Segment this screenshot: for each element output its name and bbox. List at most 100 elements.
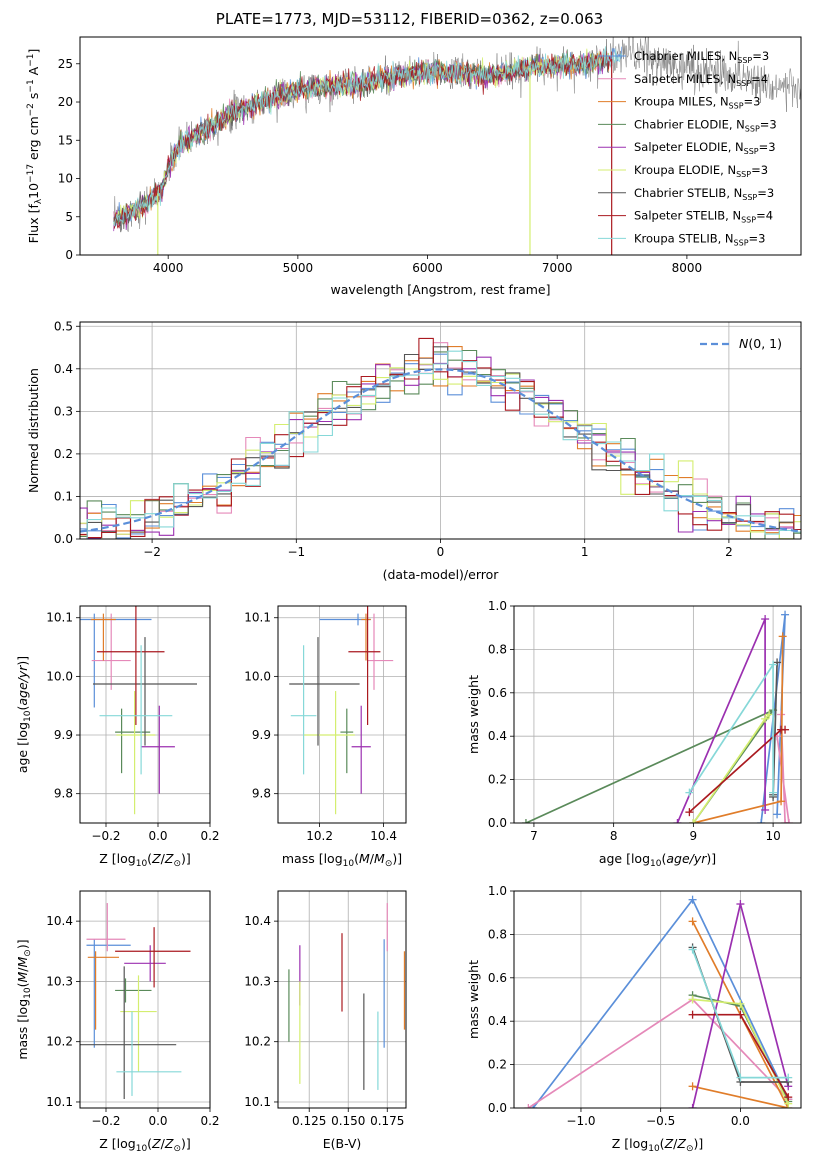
y-tick-label: 25 <box>58 57 73 71</box>
plot-area <box>524 895 793 1108</box>
plot-area <box>113 37 801 255</box>
errorbar-chabrier_miles <box>80 613 152 708</box>
y-tick-label: 0.3 <box>54 404 73 418</box>
y-tick-label: 9.8 <box>252 787 271 801</box>
y-tick-label: 0.0 <box>488 816 507 830</box>
y-tick-label: 0.8 <box>488 927 507 941</box>
x-tick-label: 7000 <box>542 261 573 275</box>
errorbar-kroupa_miles <box>87 951 119 1030</box>
plot-area <box>80 337 801 539</box>
y-tick-label: 10.2 <box>46 1035 73 1049</box>
x-tick-label: 0.175 <box>370 1114 404 1128</box>
y-axis-label: mass weight <box>466 960 481 1039</box>
x-tick-label: −1.0 <box>566 1114 595 1128</box>
y-tick-label: 0.8 <box>488 642 507 656</box>
errorbar-salpeter_elodie <box>141 705 175 794</box>
y-tick-label: 10.1 <box>244 611 271 625</box>
residual-histogram-kroupa_elodie <box>80 363 801 539</box>
axes-frame <box>79 890 211 1109</box>
x-axis-label: mass [log10(M/M⊙)] <box>282 851 402 869</box>
y-tick-label: 10.2 <box>244 1035 271 1049</box>
axes-frame <box>277 605 407 824</box>
spectrum-legend: Chabrier MILES, NSSP=3 Salpeter MILES, NS… <box>598 49 777 247</box>
gaussian-curve <box>80 368 801 533</box>
y-tick-label: 10.1 <box>46 611 73 625</box>
y-tick-label: 0.2 <box>54 447 73 461</box>
plot-area <box>80 903 191 1099</box>
panel-mass_vs_z: −0.2 0.0 0.2 10.1 10.2 10.3 10.4 Z [log10(Z/Z⊙)… <box>15 890 220 1154</box>
errorbar-salpeter_stelib <box>115 927 191 988</box>
y-tick-label: 10.1 <box>46 1095 73 1109</box>
y-tick-label: 10.0 <box>46 669 73 683</box>
panel-spectrum: 4000 5000 6000 7000 8000 0 5 10 15 20 25 wavelength… <box>26 36 802 297</box>
x-tick-label: 10.4 <box>370 829 397 843</box>
x-tick-label: −2 <box>143 545 161 559</box>
y-tick-label: 0.2 <box>488 1058 507 1072</box>
errorbar-chabrier_elodie <box>115 708 151 774</box>
y-tick-label: 0.6 <box>488 971 507 985</box>
weight-line-kroupa_miles <box>691 921 790 1108</box>
weight-line-salpeter_miles <box>527 998 789 1108</box>
x-tick-label: 5000 <box>283 261 314 275</box>
panel-residuals: −2 −1 0 1 2 0.0 0.1 0.2 0.3 0.4 0.5 (data-model)/er… <box>26 319 802 582</box>
x-tick-label: −0.2 <box>91 829 120 843</box>
errorbar-kroupa_elodie <box>116 691 156 815</box>
panel-age_vs_z: −0.2 0.0 0.2 9.8 9.9 10.0 10.1 Z [log10(Z/Z⊙)] a… <box>15 605 220 869</box>
model-spectrum-salpeter_stelib <box>113 51 613 230</box>
errorbar-chabrier_stelib <box>289 637 360 746</box>
x-tick-label: 2 <box>725 545 733 559</box>
errorbar-salpeter_stelib <box>348 606 381 726</box>
y-tick-label: 20 <box>58 95 73 109</box>
legend-label-salpeter_elodie: Salpeter ELODIE, NSSP=3 <box>634 140 776 156</box>
x-tick-label: 0.125 <box>292 1114 326 1128</box>
x-tick-label: 0.2 <box>200 1114 219 1128</box>
y-tick-label: 10.0 <box>244 669 271 683</box>
x-axis-label: wavelength [Angstrom, rest frame] <box>330 282 550 297</box>
x-tick-label: 10 <box>765 829 780 843</box>
y-tick-label: 10.3 <box>46 974 73 988</box>
y-tick-label: 9.9 <box>252 728 271 742</box>
y-tick-label: 0.2 <box>488 773 507 787</box>
errorbar-kroupa_elodie <box>303 691 355 815</box>
legend-label-chabrier_elodie: Chabrier ELODIE, NSSP=3 <box>634 117 777 133</box>
x-tick-label: 8 <box>610 829 618 843</box>
model-spectrum-kroupa_stelib <box>113 46 623 227</box>
y-tick-label: 0.0 <box>488 1101 507 1115</box>
x-axis-label: (data-model)/error <box>383 567 500 582</box>
legend-label-kroupa_miles: Kroupa MILES, NSSP=3 <box>634 95 760 111</box>
legend-label-salpeter_stelib: Salpeter STELIB, NSSP=4 <box>634 209 773 225</box>
y-axis-label: Normed distribution <box>26 368 41 493</box>
x-tick-label: 0.0 <box>148 1114 167 1128</box>
errorbar-kroupa_stelib <box>99 645 173 775</box>
residual-histogram-salpeter_stelib <box>80 337 801 539</box>
errorbar-kroupa_miles <box>361 613 371 661</box>
axes-frame <box>79 36 802 256</box>
y-axis-label: mass weight <box>466 675 481 754</box>
axes-frame <box>277 890 407 1109</box>
y-tick-label: 15 <box>58 133 73 147</box>
y-tick-label: 10.3 <box>244 974 271 988</box>
x-tick-label: −1 <box>287 545 305 559</box>
x-tick-label: 0.0 <box>148 829 167 843</box>
y-tick-label: 1.0 <box>488 599 507 613</box>
legend-label-chabrier_miles: Chabrier MILES, NSSP=3 <box>634 49 769 65</box>
x-tick-label: −0.2 <box>91 1114 120 1128</box>
x-axis-label: age [log10(age/yr)] <box>599 851 716 869</box>
y-axis-label: mass [log10(M/M⊙)] <box>15 939 33 1059</box>
y-axis-label: age [log10(age/yr)] <box>15 656 33 773</box>
plot-area <box>521 610 794 823</box>
panel-weight_vs_z: −1.0 −0.5 0.0 0.0 0.2 0.4 0.6 0.8 1.0 Z [log10(Z/… <box>466 884 802 1154</box>
panel-mass_vs_ebv: 0.125 0.150 0.175 10.1 10.2 10.3 10.4 E(B-V) <box>244 890 407 1151</box>
legend-label-salpeter_miles: Salpeter MILES, NSSP=4 <box>634 72 768 88</box>
x-tick-label: 0.2 <box>200 829 219 843</box>
y-tick-label: 10 <box>58 172 73 186</box>
errorbar-chabrier_stelib <box>80 966 177 1099</box>
y-tick-label: 0.4 <box>488 729 507 743</box>
errorbar-kroupa_stelib <box>116 1011 182 1096</box>
residual-histogram-kroupa_miles <box>80 346 801 537</box>
errorbar-salpeter_stelib <box>96 606 165 726</box>
legend-label-chabrier_stelib: Chabrier STELIB, NSSP=3 <box>634 186 774 202</box>
errorbar-kroupa_miles <box>90 613 116 661</box>
x-tick-label: 9 <box>690 829 698 843</box>
legend-label-gaussian: N(0, 1) <box>739 336 782 351</box>
